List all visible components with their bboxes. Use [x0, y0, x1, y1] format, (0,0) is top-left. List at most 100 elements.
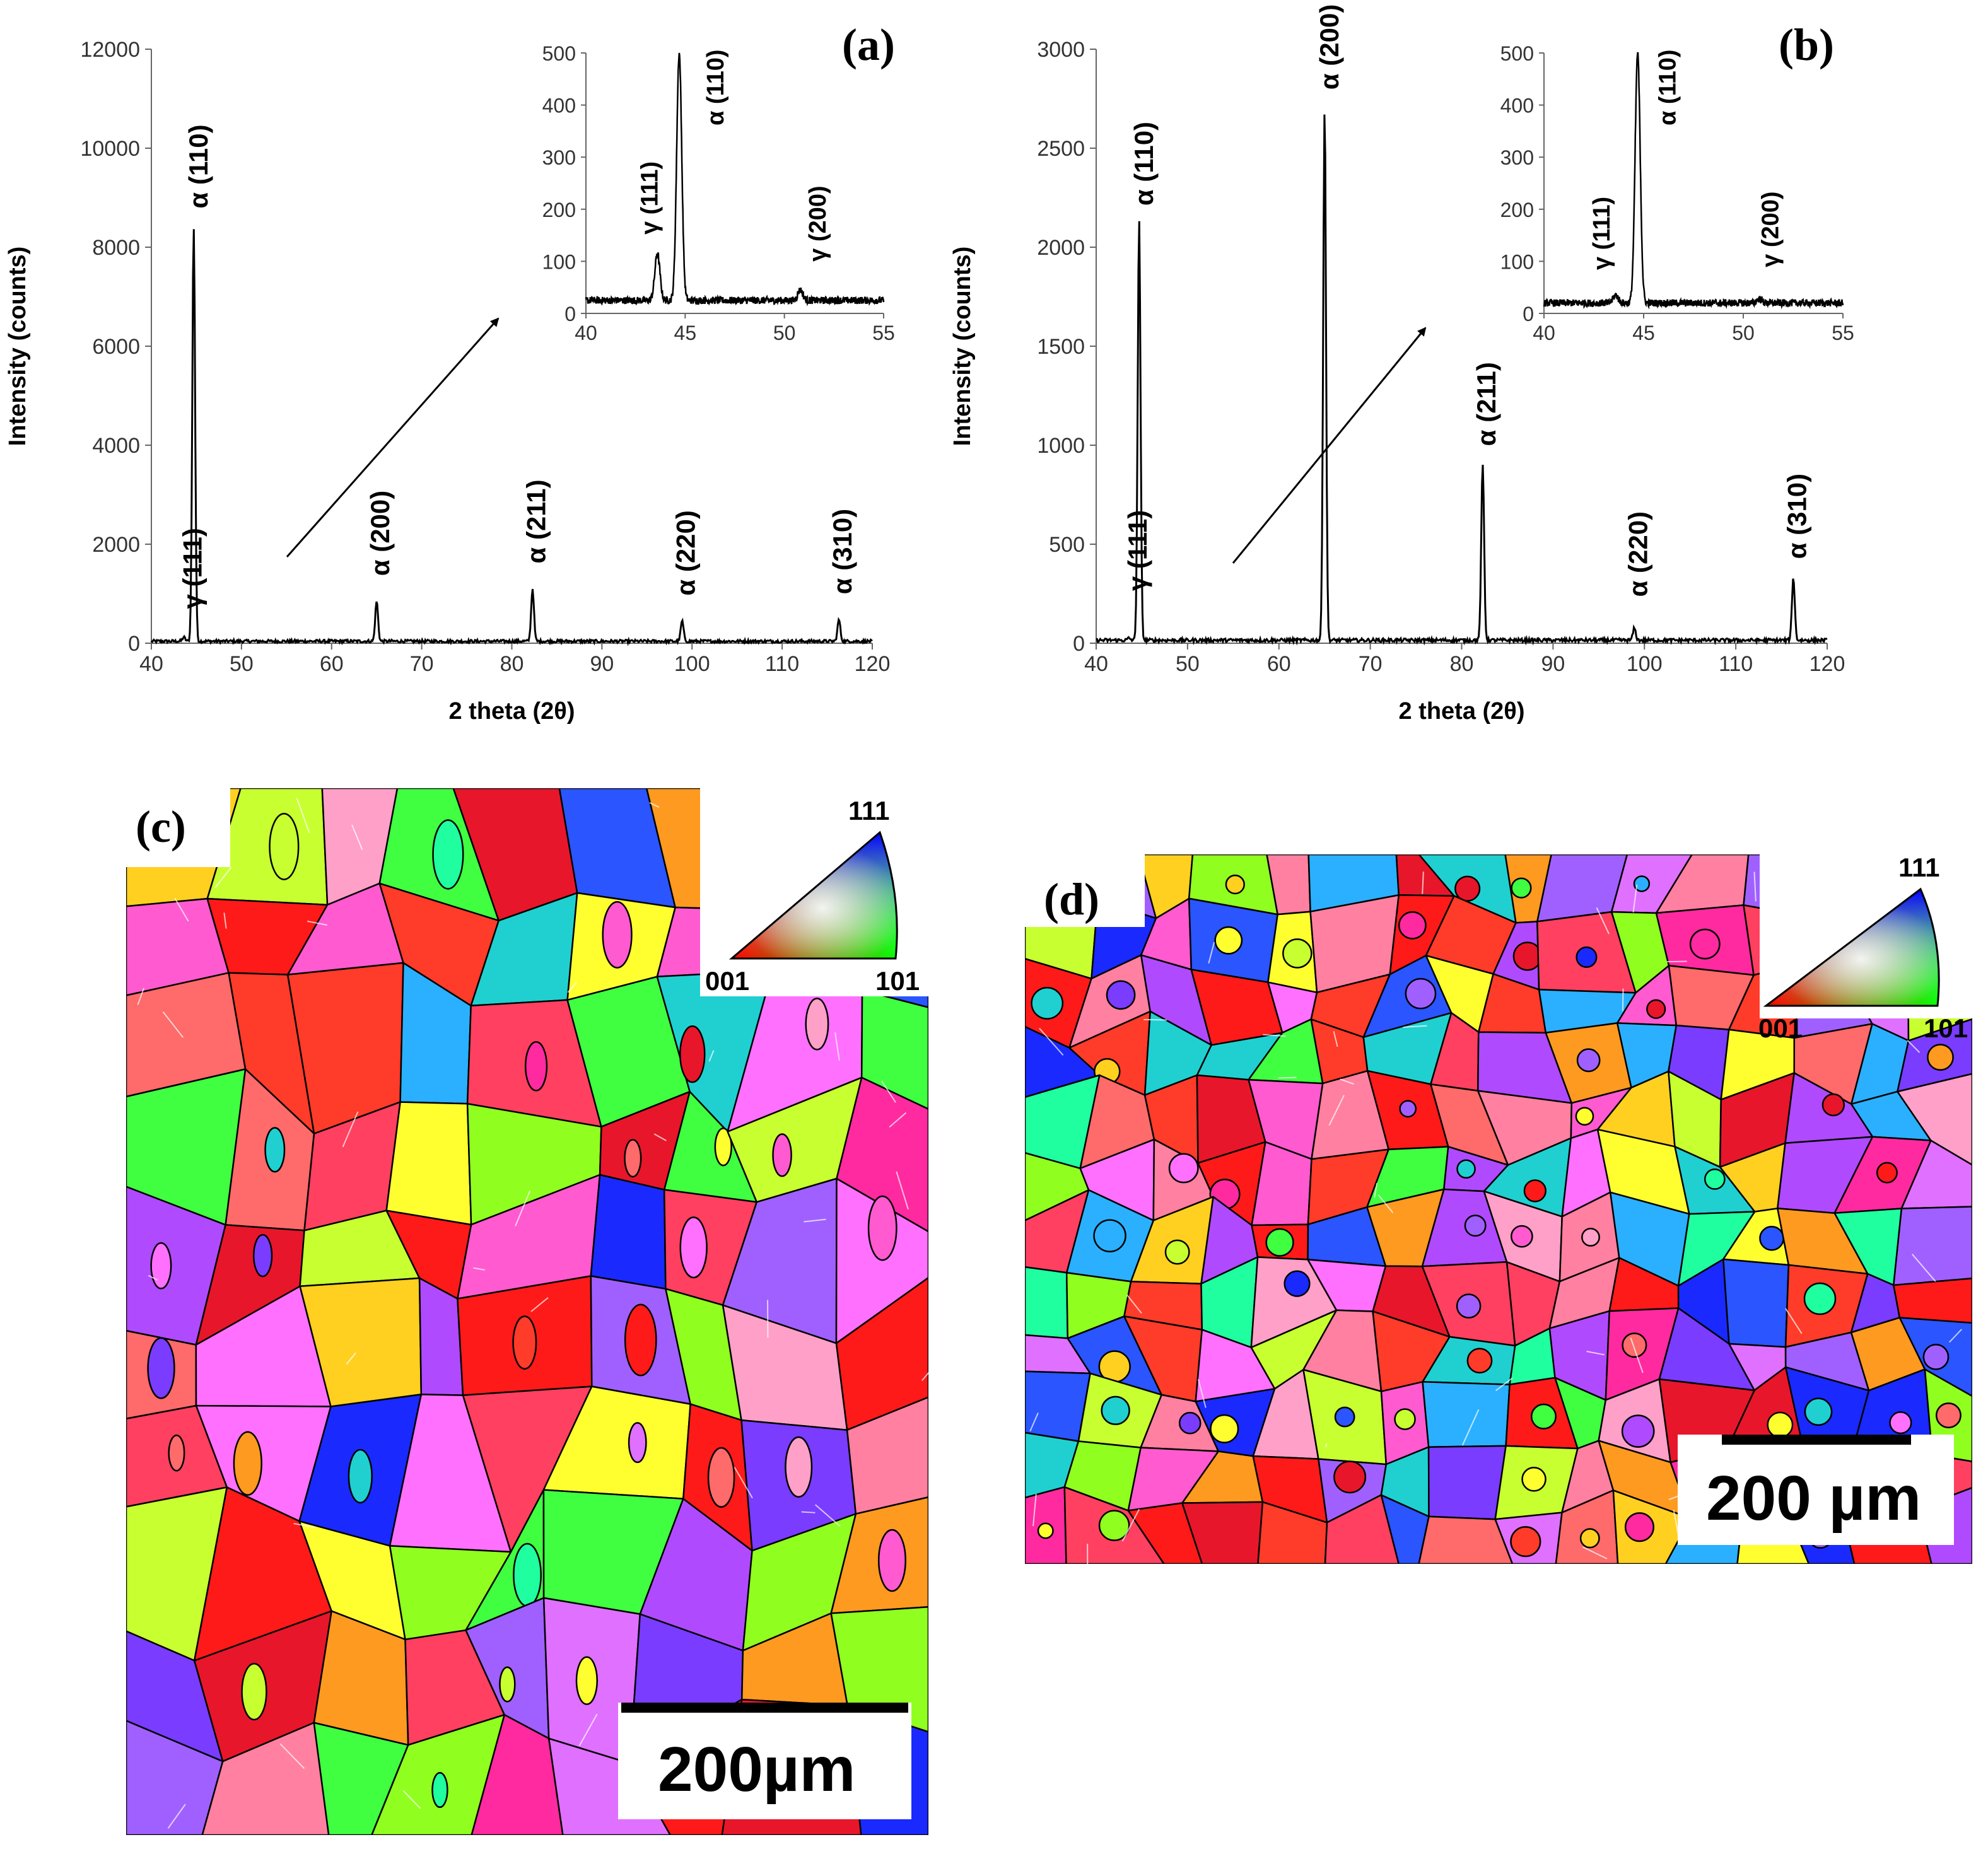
- scalebar-label-d: 200 µm: [1706, 1463, 1921, 1534]
- map-c-subgrain: [575, 1656, 598, 1705]
- map-d-grain: [1427, 1445, 1507, 1520]
- chart-a-x-tick-label: 110: [765, 652, 799, 676]
- map-d-subgrain: [1803, 1282, 1837, 1315]
- map-c-subgrain: [772, 1133, 792, 1177]
- chart-b-inset-x-tick-label: 40: [1533, 322, 1555, 344]
- map-c-grain: [835, 1177, 928, 1344]
- chart-b-y-tick-label: 0: [1073, 632, 1085, 656]
- scalebar-d: 200 µm: [1678, 1435, 1954, 1545]
- chart-a-y-tick-label: 10000: [80, 137, 140, 161]
- map-c-subgrain: [679, 1025, 706, 1083]
- map-d-subgrain: [1510, 1526, 1541, 1558]
- map-d-subgrain: [1576, 946, 1598, 968]
- chart-b-peak-label: α (220): [1623, 511, 1652, 597]
- ipf-label-101-d: 101: [1924, 1013, 1968, 1043]
- map-c-grain: [836, 1076, 928, 1233]
- chart-b-x-tick-label: 120: [1810, 652, 1845, 676]
- ipf-label-111-d: 111: [1898, 853, 1939, 882]
- chart-b-y-tick-label: 2000: [1037, 236, 1085, 260]
- chart-a-x-tick-label: 60: [320, 652, 344, 676]
- map-d-subgrain: [1889, 1411, 1912, 1435]
- chart-b-x-tick-label: 80: [1450, 652, 1474, 676]
- map-d-grain: [1380, 1494, 1430, 1564]
- map-c-grain: [126, 1720, 224, 1835]
- chart-a-y-tick-label: 2000: [92, 533, 140, 557]
- map-c-boundary: [653, 1133, 667, 1141]
- map-c-boundary: [567, 981, 578, 993]
- chart-a-peak-label: α (211): [521, 479, 551, 563]
- map-c-subgrain: [252, 1233, 273, 1278]
- chart-b-y-tick-label: 2500: [1037, 137, 1085, 161]
- map-d-boundary: [1374, 1182, 1378, 1198]
- map-c-boundary: [578, 1713, 598, 1746]
- chart-b-inset-y-tick-label: 500: [1500, 42, 1534, 65]
- map-d-subgrain: [1821, 1093, 1845, 1117]
- map-c-boundary: [530, 1297, 549, 1312]
- map-d-boundary: [1911, 1254, 1936, 1282]
- map-d-subgrain: [1575, 1107, 1594, 1126]
- chart-a-peak-label: α (110): [184, 124, 213, 208]
- map-d-boundary: [1586, 1350, 1605, 1356]
- map-c-subgrain: [269, 813, 300, 880]
- map-c-subgrain: [499, 1666, 516, 1703]
- scalebar-line-d: [1722, 1435, 1911, 1445]
- ipf-label-101-c: 101: [875, 966, 920, 996]
- map-c-boundary: [342, 1111, 359, 1148]
- map-c-boundary: [881, 1080, 896, 1103]
- map-c-subgrain: [624, 1303, 657, 1377]
- map-c-subgrain: [147, 1337, 175, 1399]
- map-c-subgrain: [602, 900, 633, 969]
- chart-a-x-tick-label: 120: [855, 652, 891, 676]
- map-d-subgrain: [1576, 1048, 1601, 1073]
- map-d-grain: [1897, 1073, 1972, 1166]
- chart-a-inset-x-tick-label: 55: [872, 322, 895, 344]
- panel-label-c: (c): [136, 801, 186, 852]
- map-d-boundary: [1422, 871, 1424, 894]
- map-c-boundary: [162, 1011, 184, 1038]
- chart-b-trace: [1096, 114, 1828, 646]
- map-d-boundary: [1495, 1377, 1513, 1392]
- map-d-subgrain: [1394, 1408, 1416, 1430]
- map-c-subgrain: [264, 1127, 286, 1173]
- panel-label-b: (b): [1779, 20, 1834, 70]
- map-d-grain: [1127, 1502, 1203, 1564]
- map-c-grain: [835, 1276, 928, 1431]
- chart-b-y-tick-label: 3000: [1037, 38, 1085, 62]
- map-c-corner: [126, 788, 230, 867]
- map-d-subgrain: [1633, 875, 1651, 892]
- map-d-subgrain: [1689, 928, 1721, 960]
- map-c-boundary: [279, 1743, 305, 1769]
- map-c-boundary: [223, 912, 227, 929]
- map-d-grain: [1722, 1258, 1790, 1348]
- chart-a: 40 50 60 70 80 90 100 110 1200200040006000800010…: [4, 38, 895, 725]
- map-d-subgrain: [1621, 1414, 1655, 1448]
- map-d-boundary: [1403, 1025, 1427, 1029]
- map-c-boundary: [896, 1171, 909, 1210]
- map-c-boundary: [307, 920, 327, 926]
- map-c-subgrain: [431, 1772, 448, 1809]
- map-c-boundary: [801, 1511, 816, 1513]
- chart-a-x-tick-label: 50: [230, 652, 254, 676]
- map-d-subgrain: [1935, 1402, 1962, 1428]
- map-d-subgrain: [1210, 1414, 1239, 1443]
- map-d-subgrain: [1031, 987, 1064, 1020]
- map-d-subgrain: [1398, 911, 1427, 940]
- chart-a-inset: 40 45 50 55 0 100 200 300 400 500 γ (111) α (110) γ …: [542, 42, 895, 344]
- chart-a-trace: [150, 229, 873, 646]
- map-d-subgrain: [1164, 1239, 1190, 1265]
- chart-b-x-tick-label: 110: [1719, 652, 1753, 676]
- map-d-grain: [1900, 1139, 1972, 1209]
- map-d-subgrain: [1333, 1460, 1367, 1494]
- map-d-subgrain: [1523, 1179, 1547, 1203]
- map-c-subgrain: [805, 998, 829, 1051]
- map-c-grain: [313, 1722, 409, 1835]
- chart-b-inset: 40 45 50 55 0 100 200 300 400 500 γ (111) α (110) γ …: [1500, 42, 1854, 344]
- map-d-boundary: [1032, 1493, 1037, 1527]
- map-c-subgrain: [513, 1542, 542, 1607]
- map-d-subgrain: [1581, 1228, 1600, 1247]
- chart-b-inset-peak-label: α (110): [1655, 49, 1681, 125]
- panel-label-a: (a): [842, 20, 895, 70]
- chart-b-peak-label: α (200): [1314, 4, 1344, 90]
- chart-a-x-tick-label: 70: [410, 652, 434, 676]
- map-d-subgrain: [1282, 938, 1313, 969]
